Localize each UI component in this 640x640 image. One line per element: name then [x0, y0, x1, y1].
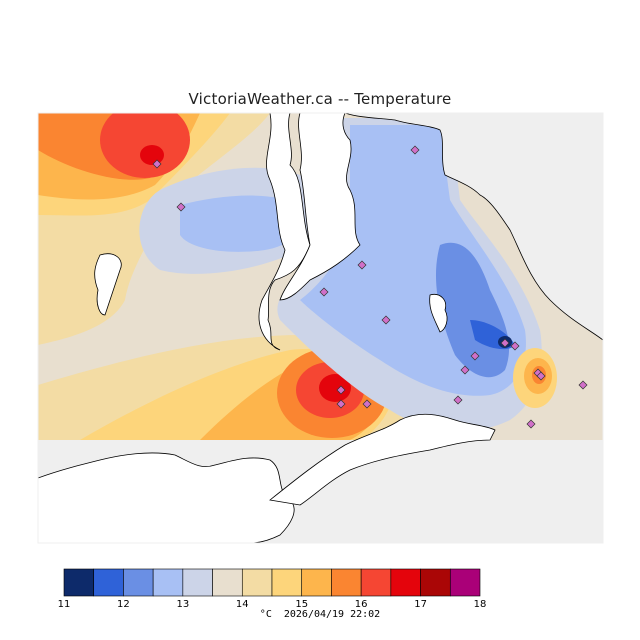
legend-swatches [63, 568, 481, 597]
legend-swatch [331, 568, 362, 597]
weather-station-marker[interactable] [336, 385, 346, 395]
weather-station-marker[interactable] [381, 315, 391, 325]
map-footer: °C 2026/04/19 22:02 [0, 609, 640, 620]
contour-band [100, 113, 190, 178]
weather-station-marker[interactable] [336, 399, 346, 409]
coastline [258, 113, 311, 351]
legend-swatch [182, 568, 213, 597]
legend-tick-label: 17 [414, 599, 427, 610]
legend-tick-label: 18 [474, 599, 487, 610]
contour-band [140, 145, 164, 165]
timestamp: 2026/04/19 22:02 [283, 609, 381, 620]
legend-swatch [241, 568, 273, 597]
legend-swatch [152, 568, 184, 597]
legend-swatch [63, 568, 95, 597]
legend-ticks: 11 12 13 14 15 16 17 18 [58, 599, 487, 610]
weather-station-marker[interactable] [176, 202, 186, 212]
map-frame [37, 112, 604, 544]
weather-station-marker[interactable] [470, 351, 480, 361]
unit-label: °C [259, 609, 272, 620]
weather-station-marker[interactable] [460, 365, 470, 375]
station-markers [152, 145, 588, 429]
weather-station-marker[interactable] [578, 380, 588, 390]
contour-band [319, 374, 351, 402]
legend-tick-label: 12 [117, 599, 130, 610]
legend-tick-label: 13 [176, 599, 189, 610]
legend-swatch [390, 568, 421, 597]
coastline [429, 293, 448, 333]
land-masses [38, 113, 603, 543]
coastline [344, 113, 603, 341]
coastline [269, 413, 496, 506]
legend-swatch [449, 568, 481, 597]
legend-swatch [301, 568, 332, 597]
coastline [279, 113, 361, 301]
weather-station-marker[interactable] [510, 341, 520, 351]
weather-station-marker[interactable] [319, 287, 329, 297]
legend-tick-label: 15 [295, 599, 308, 610]
legend-swatch [123, 568, 154, 597]
weather-station-marker[interactable] [362, 399, 372, 409]
map-title: VictoriaWeather.ca -- Temperature [188, 90, 452, 108]
weather-station-marker[interactable] [152, 159, 162, 169]
weather-station-marker[interactable] [500, 338, 510, 348]
coastline [94, 253, 122, 316]
weather-station-marker[interactable] [410, 145, 420, 155]
legend-swatch [212, 568, 243, 597]
legend-tick-label: 14 [236, 599, 249, 610]
legend-swatch [420, 568, 451, 597]
legend-tick-label: 16 [355, 599, 368, 610]
contour-band [180, 195, 304, 252]
legend-swatch [271, 568, 303, 597]
weather-station-marker[interactable] [526, 419, 536, 429]
coastline [38, 452, 295, 543]
legend-swatch [93, 568, 124, 597]
legend-tick-label: 11 [58, 599, 71, 610]
weather-station-marker[interactable] [357, 260, 367, 270]
weather-station-marker[interactable] [536, 371, 546, 381]
weather-station-marker[interactable] [453, 395, 463, 405]
legend-swatch [360, 568, 392, 597]
